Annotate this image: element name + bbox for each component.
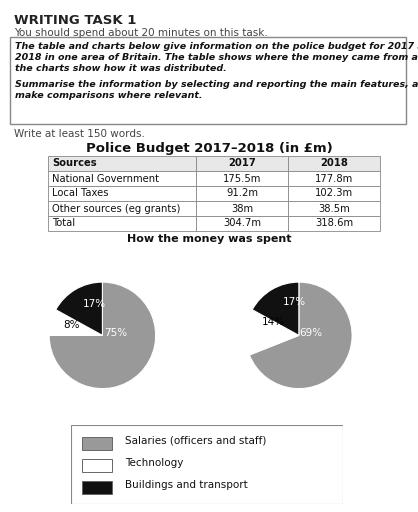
Bar xyxy=(288,216,380,231)
Text: 14%: 14% xyxy=(262,317,285,327)
Text: 91.2m: 91.2m xyxy=(226,188,258,199)
Wedge shape xyxy=(252,282,299,335)
Text: The table and charts below give information on the police budget for 2017 and: The table and charts below give informat… xyxy=(15,42,418,51)
Text: Other sources (eg grants): Other sources (eg grants) xyxy=(52,203,181,214)
Text: 8%: 8% xyxy=(63,319,80,330)
Text: Salaries (officers and staff): Salaries (officers and staff) xyxy=(125,436,267,446)
Bar xyxy=(196,186,288,201)
Bar xyxy=(82,437,112,450)
Text: How the money was spent: How the money was spent xyxy=(127,234,291,244)
Bar xyxy=(196,201,288,216)
Bar xyxy=(48,201,196,216)
Text: 2017: 2017 xyxy=(84,322,116,335)
Text: Technology: Technology xyxy=(125,458,184,468)
FancyBboxPatch shape xyxy=(10,37,406,124)
Bar xyxy=(196,216,288,231)
Wedge shape xyxy=(56,282,102,335)
Text: 2018: 2018 xyxy=(294,322,326,335)
Text: 102.3m: 102.3m xyxy=(315,188,353,199)
Text: 177.8m: 177.8m xyxy=(315,174,353,183)
Text: 75%: 75% xyxy=(104,328,127,338)
Text: 304.7m: 304.7m xyxy=(223,219,261,228)
FancyBboxPatch shape xyxy=(71,425,343,504)
Text: Buildings and transport: Buildings and transport xyxy=(125,480,248,490)
Text: Sources: Sources xyxy=(52,159,97,168)
Text: Write at least 150 words.: Write at least 150 words. xyxy=(14,129,145,139)
Bar xyxy=(288,201,380,216)
Bar xyxy=(196,156,288,171)
Bar xyxy=(82,459,112,472)
Bar xyxy=(48,156,196,171)
Text: Police Budget 2017–2018 (in £m): Police Budget 2017–2018 (in £m) xyxy=(86,142,332,155)
Text: 17%: 17% xyxy=(283,297,306,307)
Wedge shape xyxy=(49,282,155,389)
Wedge shape xyxy=(246,310,299,355)
Bar xyxy=(196,171,288,186)
Text: 2018: 2018 xyxy=(320,159,348,168)
Text: the charts show how it was distributed.: the charts show how it was distributed. xyxy=(15,64,227,73)
Wedge shape xyxy=(49,310,102,335)
Text: 38m: 38m xyxy=(231,203,253,214)
Text: National Government: National Government xyxy=(52,174,159,183)
Text: Local Taxes: Local Taxes xyxy=(52,188,109,199)
Bar xyxy=(48,171,196,186)
Text: 17%: 17% xyxy=(83,300,106,309)
Text: make comparisons where relevant.: make comparisons where relevant. xyxy=(15,91,202,100)
Bar xyxy=(288,186,380,201)
Text: You should spend about 20 minutes on this task.: You should spend about 20 minutes on thi… xyxy=(14,28,268,38)
Bar xyxy=(288,156,380,171)
Text: Total: Total xyxy=(52,219,75,228)
Bar xyxy=(82,481,112,494)
Wedge shape xyxy=(250,282,352,389)
Text: 318.6m: 318.6m xyxy=(315,219,353,228)
Text: 2017: 2017 xyxy=(228,159,256,168)
Text: WRITING TASK 1: WRITING TASK 1 xyxy=(14,14,136,27)
Bar xyxy=(288,171,380,186)
Text: 69%: 69% xyxy=(299,328,322,338)
Text: Summarise the information by selecting and reporting the main features, and: Summarise the information by selecting a… xyxy=(15,80,418,89)
Text: 38.5m: 38.5m xyxy=(318,203,350,214)
Text: 2018 in one area of Britain. The table shows where the money came from and: 2018 in one area of Britain. The table s… xyxy=(15,53,418,62)
Bar xyxy=(48,186,196,201)
Text: 175.5m: 175.5m xyxy=(223,174,261,183)
Bar xyxy=(48,216,196,231)
